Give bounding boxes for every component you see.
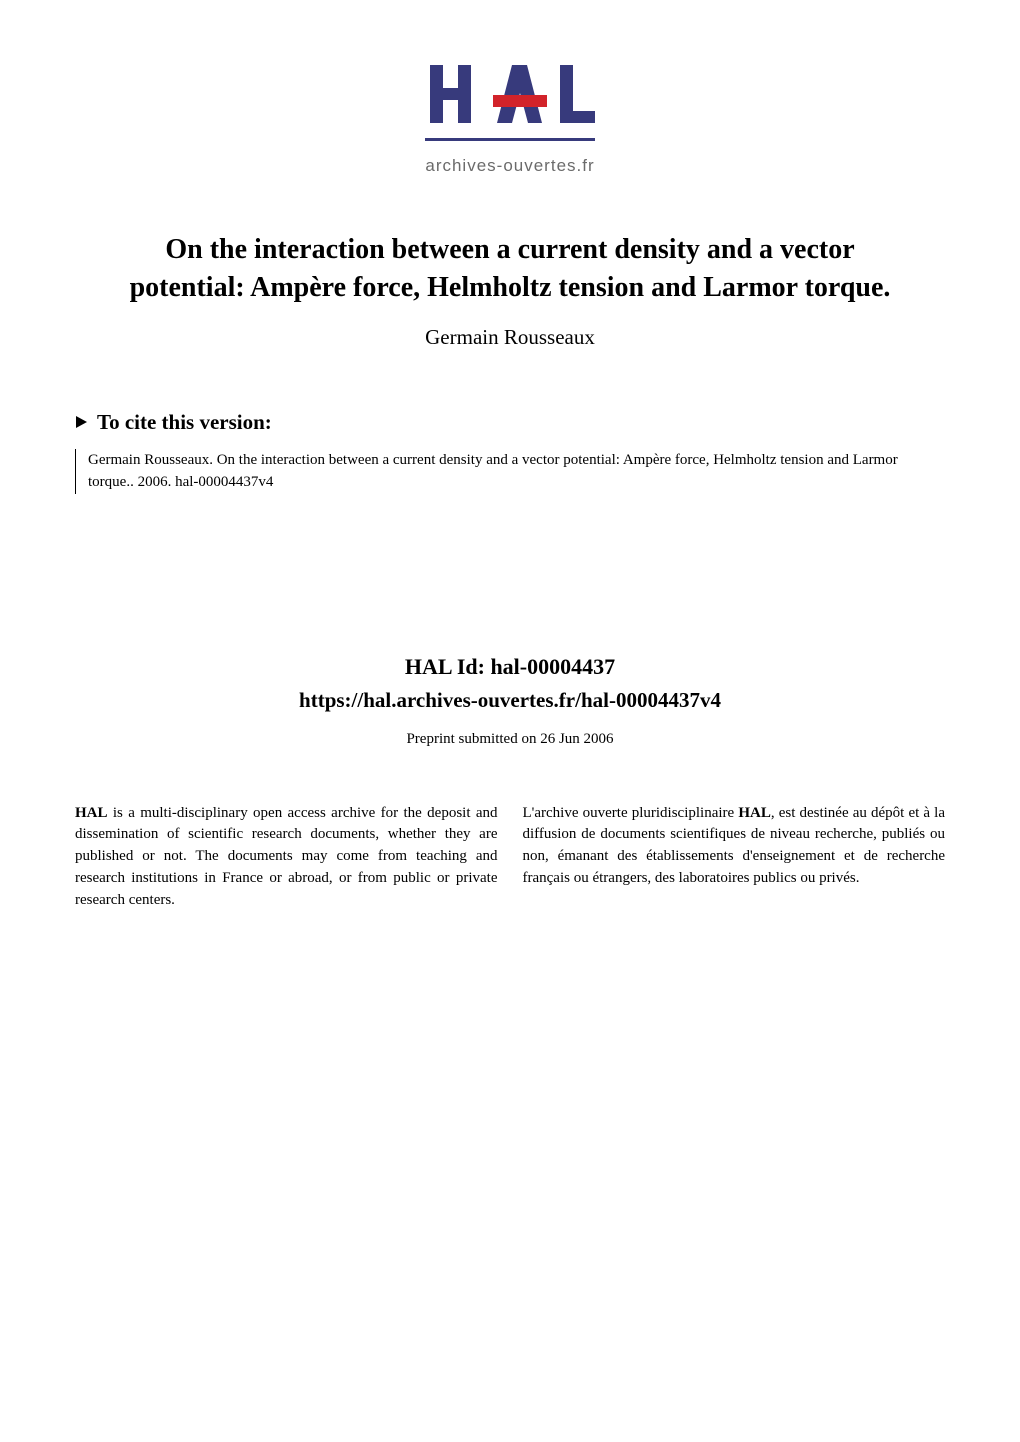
column-right-before: L'archive ouverte pluridisciplinaire (523, 805, 739, 821)
hal-id-section: HAL Id: hal-00004437 https://hal.archive… (75, 654, 945, 713)
cite-section: To cite this version: Germain Rousseaux.… (75, 410, 945, 494)
paper-title: On the interaction between a current den… (105, 231, 915, 307)
cite-header: To cite this version: (75, 410, 945, 435)
column-left: HAL is a multi-disciplinary open access … (75, 803, 498, 912)
submitted-date: Preprint submitted on 26 Jun 2006 (75, 731, 945, 748)
hal-logo-icon (420, 60, 600, 150)
logo-subtext: archives-ouvertes.fr (75, 156, 945, 176)
hal-url: https://hal.archives-ouvertes.fr/hal-000… (75, 688, 945, 713)
cite-header-text: To cite this version: (97, 410, 272, 435)
author-name: Germain Rousseaux (75, 325, 945, 350)
column-right: L'archive ouverte pluridisciplinaire HAL… (523, 803, 946, 912)
column-left-text: is a multi-disciplinary open access arch… (75, 805, 498, 908)
triangle-right-icon (75, 410, 89, 435)
column-left-bold: HAL (75, 805, 108, 821)
cite-body: Germain Rousseaux. On the interaction be… (75, 449, 945, 494)
column-right-bold: HAL (738, 805, 771, 821)
description-columns: HAL is a multi-disciplinary open access … (75, 803, 945, 912)
hal-logo-section: archives-ouvertes.fr (75, 60, 945, 176)
hal-id-label: HAL Id: hal-00004437 (75, 654, 945, 680)
